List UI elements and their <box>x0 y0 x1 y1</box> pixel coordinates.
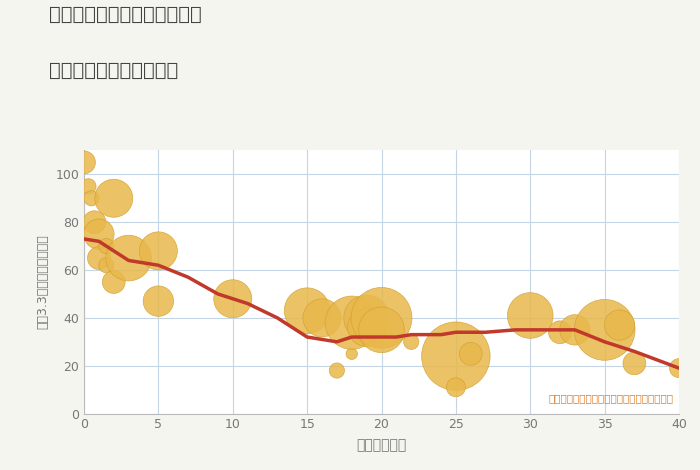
X-axis label: 築年数（年）: 築年数（年） <box>356 439 407 453</box>
Point <box>153 247 164 255</box>
Point <box>569 326 580 334</box>
Point <box>86 195 97 202</box>
Y-axis label: 坪（3.3㎡）単価（万円）: 坪（3.3㎡）単価（万円） <box>36 235 50 329</box>
Point <box>302 307 313 314</box>
Point <box>554 329 566 336</box>
Point <box>316 314 328 321</box>
Point <box>101 261 112 269</box>
Point <box>108 195 119 202</box>
Point <box>629 360 640 367</box>
Point <box>450 384 461 391</box>
Point <box>123 254 134 262</box>
Point <box>227 295 238 303</box>
Point <box>361 324 372 331</box>
Point <box>83 182 94 190</box>
Point <box>93 230 104 238</box>
Point <box>346 350 357 358</box>
Point <box>406 338 417 345</box>
Point <box>361 314 372 321</box>
Text: 円の大きさは、取引のあった物件面積を示す: 円の大きさは、取引のあった物件面積を示す <box>548 393 673 403</box>
Point <box>673 364 685 372</box>
Text: 兵庫県川辺郡猪名川町差組の: 兵庫県川辺郡猪名川町差組の <box>49 5 202 24</box>
Point <box>93 254 104 262</box>
Point <box>376 314 387 321</box>
Point <box>331 367 342 374</box>
Point <box>525 312 536 319</box>
Point <box>465 350 476 358</box>
Point <box>376 326 387 334</box>
Point <box>346 319 357 327</box>
Point <box>614 321 625 329</box>
Point <box>599 326 610 334</box>
Point <box>89 219 100 226</box>
Point <box>153 298 164 305</box>
Point <box>108 278 119 286</box>
Point <box>450 352 461 360</box>
Text: 築年数別中古戸建て価格: 築年数別中古戸建て価格 <box>49 61 178 80</box>
Point <box>101 243 112 250</box>
Point <box>78 158 90 166</box>
